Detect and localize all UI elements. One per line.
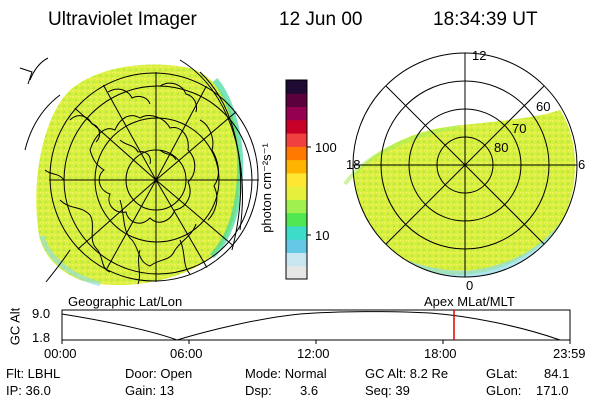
colorbar-band — [286, 107, 307, 121]
altitude-plot — [62, 310, 570, 344]
colorbar-band — [286, 226, 307, 240]
colorbar-band — [286, 266, 307, 280]
xtick-1800: 18:00 — [424, 346, 457, 361]
altitude-curve — [62, 312, 560, 340]
info-dsp-label: Dsp: — [245, 383, 272, 398]
altitude-ylabel: GC Alt — [7, 308, 22, 346]
mlt-label-18: 18 — [346, 157, 360, 172]
xtick-2359: 23:59 — [553, 346, 586, 361]
info-gain: Gain: 13 — [125, 383, 174, 398]
info-seq: Seq: 39 — [365, 383, 410, 398]
colorbar-band — [286, 186, 307, 200]
colorbar-band — [286, 80, 307, 94]
colorbar — [286, 80, 311, 280]
colorbar-band — [286, 120, 307, 134]
colorbar-tick-100: 100 — [315, 140, 337, 155]
colorbar-tick-10: 10 — [315, 228, 329, 243]
colorbar-band — [286, 199, 307, 213]
info-glon-value: 171.0 — [536, 383, 569, 398]
mlt-label-0: 0 — [466, 278, 473, 293]
colorbar-unit-label: photon cm⁻²s⁻¹ — [259, 143, 275, 233]
xtick-0600: 06:00 — [170, 346, 203, 361]
info-dsp-value: 3.6 — [300, 383, 318, 398]
info-flt: Flt: LBHL — [6, 366, 60, 381]
info-glon-label: GLon: — [486, 383, 521, 398]
info-gc-alt: GC Alt: 8.2 Re — [365, 366, 448, 381]
colorbar-band — [286, 239, 307, 253]
mlt-label-12: 12 — [472, 48, 486, 63]
altitude-ymin: 1.8 — [32, 330, 50, 345]
xtick-1200: 12:00 — [297, 346, 330, 361]
colorbar-band — [286, 146, 307, 160]
left-map-caption: Geographic Lat/Lon — [68, 294, 182, 309]
mlat-label-80: 80 — [494, 140, 508, 155]
right-map-caption: Apex MLat/MLT — [424, 294, 515, 309]
info-glat-value: 84.1 — [544, 366, 569, 381]
mlat-label-70: 70 — [512, 121, 526, 136]
info-ip: IP: 36.0 — [6, 383, 51, 398]
apex-map — [345, 53, 577, 277]
geographic-map — [20, 58, 270, 300]
colorbar-band — [286, 160, 307, 174]
mlat-label-60: 60 — [536, 99, 550, 114]
info-mode: Mode: Normal — [245, 366, 327, 381]
xtick-0000: 00:00 — [44, 346, 77, 361]
altitude-ymax: 9.0 — [32, 306, 50, 321]
info-door: Door: Open — [125, 366, 192, 381]
colorbar-band — [286, 93, 307, 107]
info-glat-label: GLat: — [486, 366, 518, 381]
mlt-label-6: 6 — [578, 157, 585, 172]
colorbar-band — [286, 133, 307, 147]
colorbar-band — [286, 173, 307, 187]
colorbar-band — [286, 252, 307, 266]
colorbar-band — [286, 213, 307, 227]
